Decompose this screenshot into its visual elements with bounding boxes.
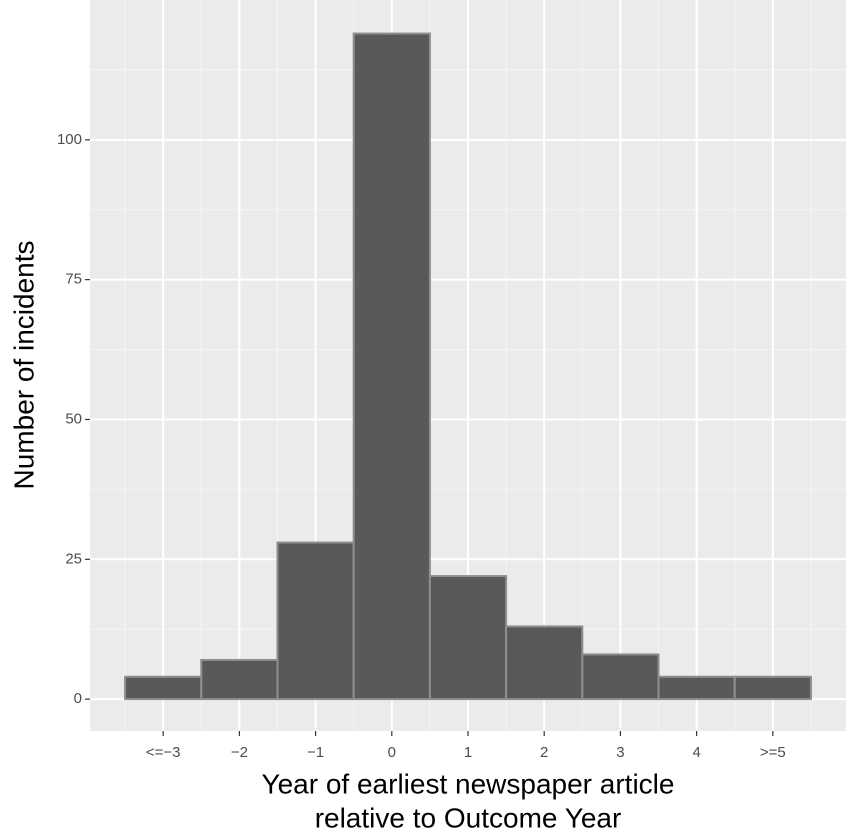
x-tick-label: 3 <box>616 744 624 761</box>
axes: 0 25 50 75 100 <=−3 −2 −1 0 1 2 3 4 >=5 <box>57 131 786 761</box>
y-tick-label: 75 <box>65 271 82 288</box>
y-axis-title: Number of incidents <box>8 240 39 489</box>
x-tick-label: 1 <box>464 744 472 761</box>
bar <box>505 625 584 701</box>
y-tick-label: 25 <box>65 550 82 567</box>
y-tick-label: 100 <box>57 131 82 148</box>
bar <box>200 658 279 701</box>
bar <box>581 653 660 701</box>
x-tick-label: 0 <box>388 744 396 761</box>
x-axis-title: Year of earliest newspaper article <box>262 768 675 799</box>
bar <box>276 541 355 701</box>
bar <box>428 575 508 701</box>
bar <box>124 675 203 701</box>
bar <box>733 675 812 701</box>
x-axis-title: relative to Outcome Year <box>315 802 622 833</box>
x-tick-label: >=5 <box>760 744 786 761</box>
bar <box>657 675 736 701</box>
y-tick-label: 50 <box>65 410 82 427</box>
x-tick-label: −2 <box>231 744 248 761</box>
x-tick-label: 2 <box>540 744 548 761</box>
x-tick-label: <=−3 <box>146 744 181 761</box>
x-tick-label: −1 <box>307 744 324 761</box>
bars <box>124 32 812 701</box>
y-tick-label: 0 <box>74 690 82 707</box>
x-tick-label: 4 <box>692 744 700 761</box>
bar <box>352 32 431 701</box>
